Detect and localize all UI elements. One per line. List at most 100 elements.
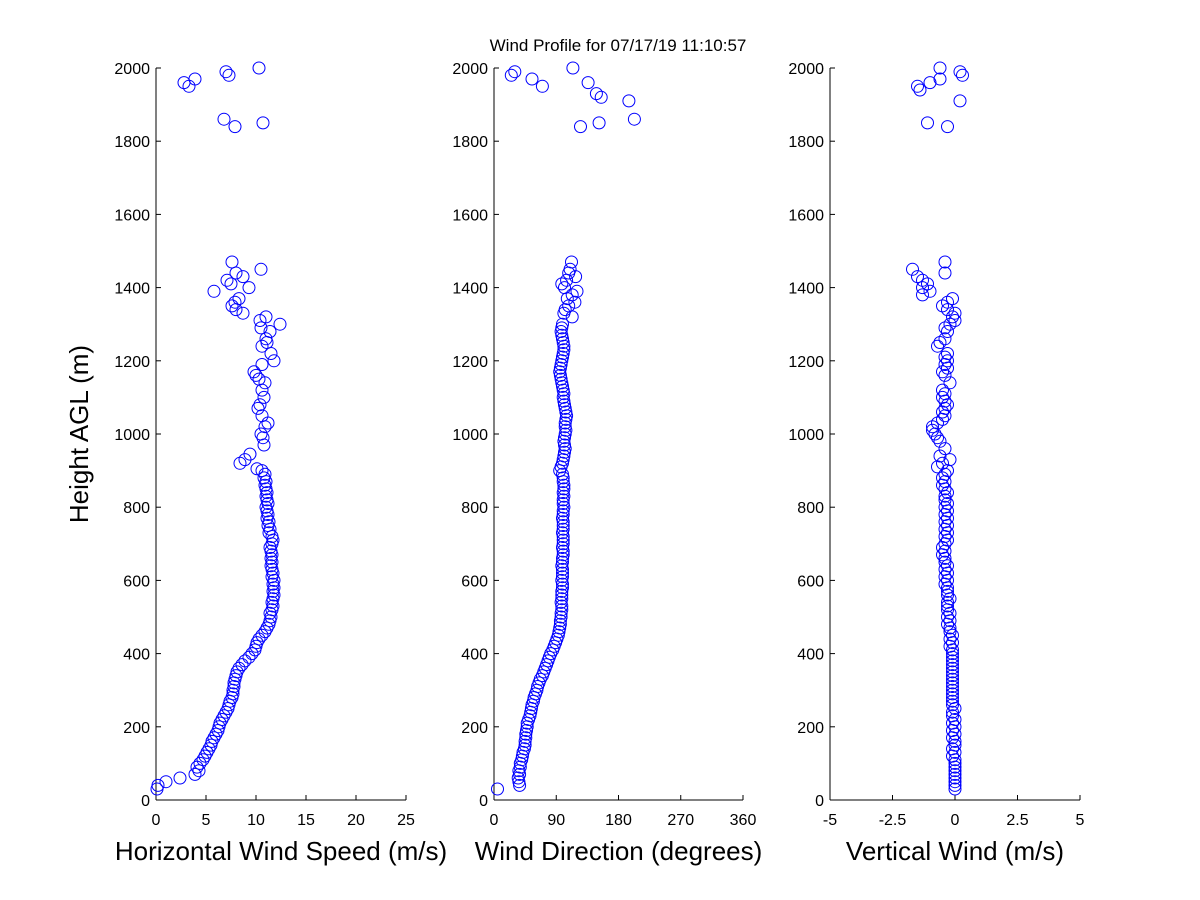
data-point: [946, 628, 959, 642]
data-point: [936, 390, 949, 404]
data-point: [946, 292, 959, 306]
data-point: [938, 266, 952, 280]
data-point: [258, 625, 272, 639]
data-point: [254, 427, 268, 441]
data-point: [948, 306, 962, 320]
data-point: [556, 537, 570, 551]
y-tick-label: 1200: [788, 354, 824, 371]
data-point: [948, 734, 962, 748]
data-point: [938, 387, 952, 401]
data-point: [556, 317, 569, 331]
y-tick-label: 1600: [788, 207, 824, 224]
data-point: [941, 610, 954, 624]
y-tick-label: 400: [123, 647, 150, 664]
data-point: [941, 595, 954, 609]
data-point: [948, 745, 962, 759]
y-tick-label: 200: [461, 720, 488, 737]
data-point: [936, 456, 949, 470]
data-point: [255, 339, 269, 353]
y-tick-label: 200: [797, 720, 824, 737]
data-point: [933, 449, 947, 463]
data-point: [238, 654, 252, 668]
data-point: [946, 687, 959, 701]
data-point: [933, 434, 947, 448]
data-point: [256, 116, 270, 130]
data-point: [555, 588, 569, 602]
data-point: [254, 262, 268, 276]
data-point: [518, 738, 532, 752]
data-point: [227, 680, 241, 693]
data-point: [557, 343, 571, 357]
x-tick-label: 0: [490, 812, 499, 829]
data-point: [243, 447, 257, 461]
data-point: [946, 676, 959, 690]
data-point: [933, 72, 947, 86]
data-point: [556, 522, 570, 536]
y-tick-label: 1200: [114, 354, 150, 371]
horizontal-wind-speed-panel: 0 200 400 600 800 1000 1200 1400 1600 1800 2000 0 5 1…: [114, 61, 447, 866]
x-tick-label: 10: [247, 812, 265, 829]
y-tick-label: 0: [479, 793, 488, 810]
data-point: [262, 515, 276, 529]
data-point: [581, 76, 595, 90]
data-point: [513, 760, 527, 774]
data-point: [556, 566, 569, 580]
data-point: [938, 255, 952, 269]
data-point: [946, 669, 959, 683]
data-point: [946, 694, 959, 708]
data-point: [217, 112, 231, 126]
y-tick-label: 0: [815, 793, 824, 810]
data-point: [946, 742, 959, 756]
data-point: [225, 299, 239, 313]
data-point: [228, 120, 242, 134]
y-tick-label: 600: [461, 573, 488, 590]
data-point: [557, 482, 571, 496]
x-tick-label: 180: [605, 812, 632, 829]
y-tick-label: 1800: [114, 134, 150, 151]
y-tick-label: 1800: [788, 134, 824, 151]
y-tick-label: 1000: [114, 427, 150, 444]
data-point: [252, 372, 266, 386]
data-point: [946, 716, 959, 730]
data-point: [263, 325, 277, 338]
data-point: [188, 767, 202, 781]
data-point: [232, 292, 246, 306]
data-point: [948, 775, 962, 789]
data-point: [570, 284, 584, 298]
x-tick-label: -2.5: [879, 812, 907, 829]
y-tick-label: 200: [123, 720, 150, 737]
data-point: [267, 354, 281, 368]
x-tick-label: 0: [152, 812, 161, 829]
data-point: [941, 347, 954, 360]
y-axis-label: Height AGL (m): [64, 345, 94, 523]
data-point: [941, 325, 954, 338]
data-point: [936, 405, 949, 419]
data-point: [556, 570, 569, 584]
data-point: [525, 72, 539, 86]
x-tick-label: 25: [397, 812, 415, 829]
data-point: [222, 68, 236, 82]
x-tick-label: 90: [547, 812, 565, 829]
data-point: [250, 636, 264, 650]
x-tick-label: -5: [823, 812, 837, 829]
data-point: [259, 310, 273, 324]
x-axis-label-speed: Horizontal Wind Speed (m/s): [115, 836, 447, 866]
data-point: [263, 541, 277, 554]
y-tick-label: 1600: [452, 207, 488, 224]
data-point: [941, 497, 954, 510]
data-point: [622, 94, 636, 108]
data-point: [938, 332, 952, 346]
data-point: [250, 462, 264, 476]
data-point: [946, 672, 959, 686]
data-point: [568, 295, 582, 309]
data-point: [953, 65, 967, 79]
data-point: [553, 617, 567, 631]
data-point: [589, 87, 603, 101]
data-point: [627, 112, 641, 126]
data-point: [233, 456, 247, 470]
data-point: [565, 255, 578, 269]
data-point: [556, 533, 570, 547]
data-point: [215, 713, 229, 726]
data-point: [508, 65, 522, 79]
data-point: [173, 771, 187, 785]
